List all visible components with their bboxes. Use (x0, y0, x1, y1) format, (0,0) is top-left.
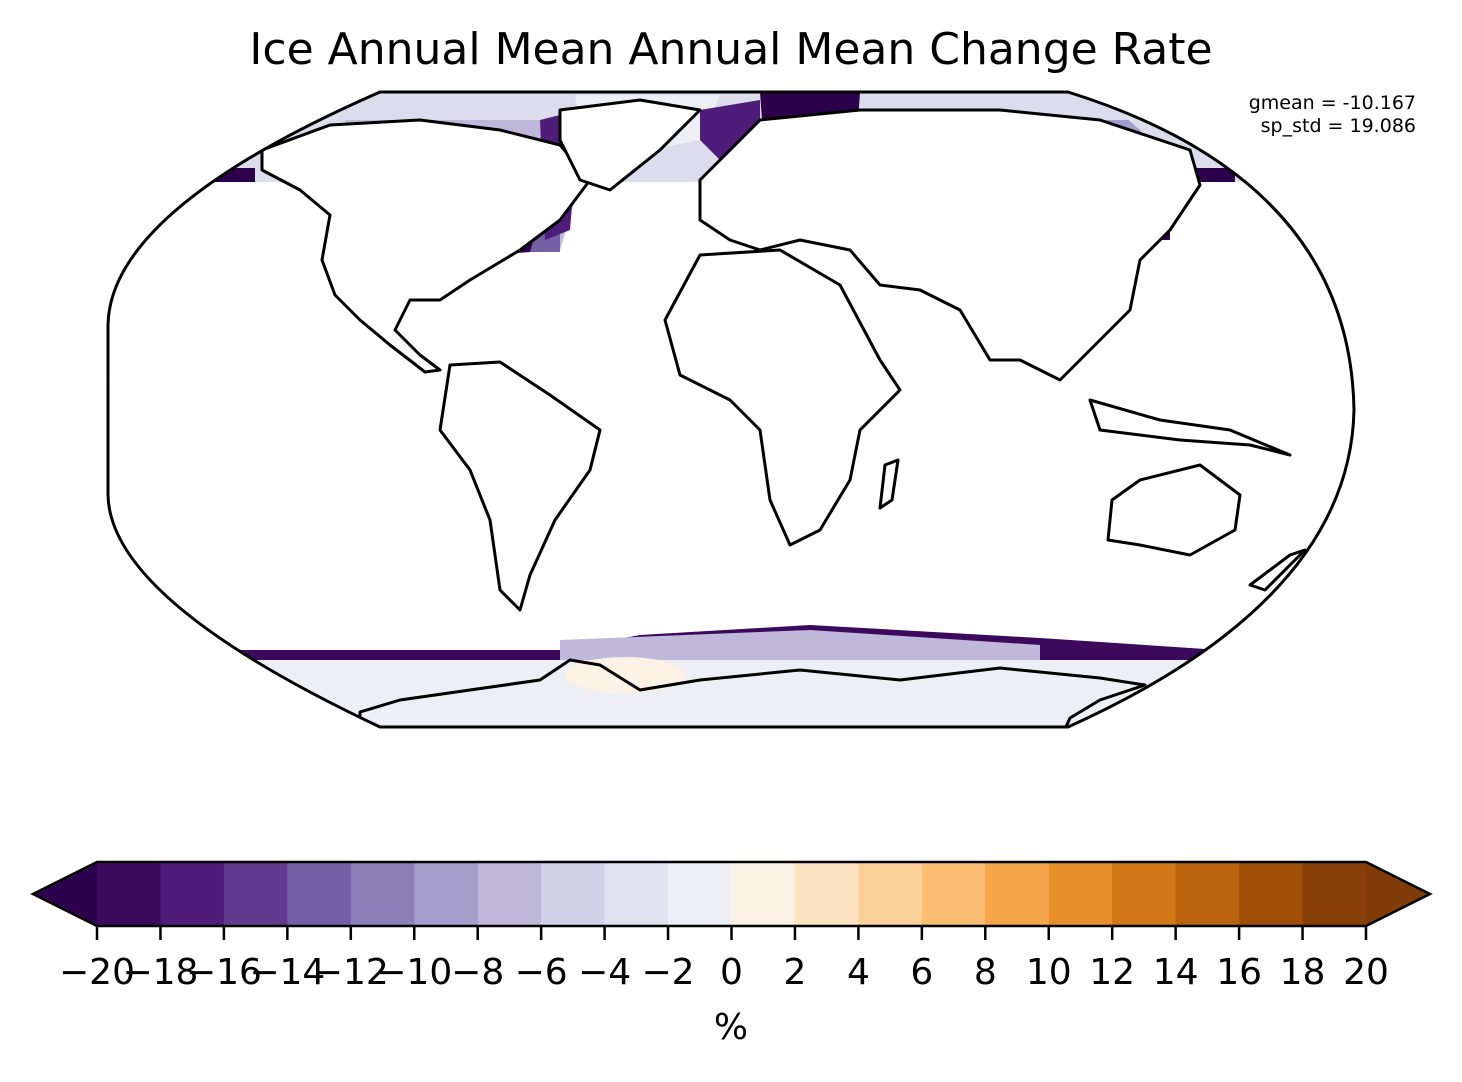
colorbar-tick-label: 12 (1089, 952, 1135, 993)
colorbar-tick-label: −16 (186, 952, 262, 993)
coastlines (260, 98, 1307, 727)
colorbar-segment (1302, 862, 1367, 926)
map-title: Ice Annual Mean Annual Mean Change Rate (249, 24, 1213, 75)
colorbar-tick-label: 20 (1343, 952, 1389, 993)
colorbar-tick-label: 18 (1280, 952, 1326, 993)
colorbar-label: % (713, 1007, 749, 1048)
colorbar-segment (287, 862, 352, 926)
coastline-africa (663, 248, 902, 547)
colorbar-segment (350, 862, 415, 926)
colorbar-segment (160, 862, 225, 926)
coastline-greenland (558, 98, 702, 192)
coastline-north-america (260, 118, 592, 374)
colorbar-tick-label: −18 (122, 952, 198, 993)
colorbar-tick-label: 6 (910, 952, 933, 993)
coastline-sea-islands (1088, 398, 1292, 457)
coastline-antarctica (358, 658, 1147, 727)
colorbar-tick-label: 8 (974, 952, 997, 993)
colorbar-tick-label: 14 (1153, 952, 1199, 993)
colorbar-tick-label: −12 (313, 952, 389, 993)
colorbar-segment (794, 862, 859, 926)
colorbar-tick-label: −6 (515, 952, 568, 993)
coastline-australia (1106, 463, 1242, 557)
colorbar-tick-label: 16 (1216, 952, 1262, 993)
colorbar-segment (1175, 862, 1240, 926)
colorbar-tick-label: 2 (783, 952, 806, 993)
colorbar-segment (1048, 862, 1113, 926)
colorbar-tick-label: −2 (642, 952, 695, 993)
colorbar-segment (414, 862, 479, 926)
coastline-new-zealand (1248, 548, 1307, 592)
colorbar-segment (731, 862, 796, 926)
colorbar-segment (1112, 862, 1177, 926)
colorbar-tick-label: −8 (451, 952, 504, 993)
colorbar-segment (858, 862, 923, 926)
coastline-eurasia (698, 108, 1202, 382)
colorbar-segment (223, 862, 288, 926)
coastline-madagascar (878, 458, 900, 510)
colorbar-tick-label: 4 (847, 952, 870, 993)
coastline-south-america (438, 360, 602, 612)
stats-annotation: gmean = -10.167 sp_std = 19.086 (1249, 92, 1416, 138)
sp-std-label: sp_std = 19.086 (1260, 115, 1416, 137)
map-boundary (106, 90, 1356, 729)
colorbar-segment (985, 862, 1050, 926)
colorbar-tick-label: −10 (376, 952, 452, 993)
colorbar-tick-label: −4 (578, 952, 631, 993)
colorbar-tick-label: 0 (720, 952, 743, 993)
colorbar-segment (668, 862, 732, 926)
colorbar-segment (604, 862, 669, 926)
colorbar-segment (97, 862, 161, 926)
colorbar-segment (477, 862, 542, 926)
colorbar-tick-label: −14 (249, 952, 325, 993)
colorbar-tick-label: −20 (59, 952, 135, 993)
colorbar-segment (1239, 862, 1304, 926)
colorbar-segment (921, 862, 986, 926)
gmean-label: gmean = -10.167 (1248, 92, 1416, 114)
colorbar-extend-over (1366, 862, 1430, 926)
colorbar-tick-label: 10 (1026, 952, 1072, 993)
colorbar-segment (541, 862, 606, 926)
colorbar-extend-under (33, 862, 97, 926)
